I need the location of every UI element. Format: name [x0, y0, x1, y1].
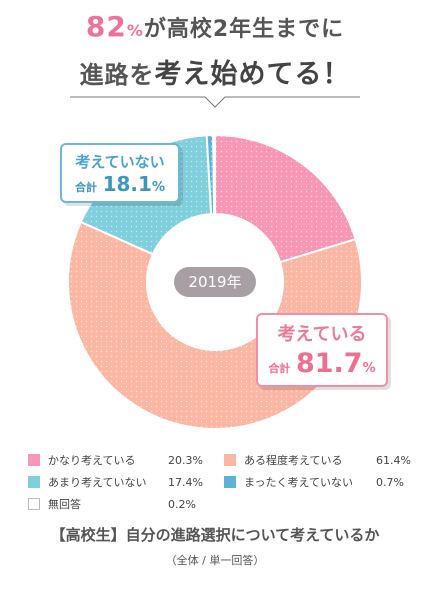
callout-thinking: 考えている 合計 81.7%	[256, 313, 388, 387]
center-year-label: 2019年	[174, 267, 256, 297]
headline-percentage: 82%	[85, 10, 144, 43]
chart-subcaption: （全体 / 単一回答）	[165, 554, 265, 567]
legend-label: かなり考えている	[48, 454, 136, 467]
legend-value: 61.4%	[376, 453, 411, 467]
legend-label: 無回答	[48, 498, 81, 511]
legend-item: ある程度考えている 61.4%	[224, 452, 411, 468]
callout-not-thinking-label: 考えていない	[75, 153, 165, 171]
headline-divider	[70, 96, 360, 108]
donut-slice-dots	[215, 135, 356, 263]
legend-swatch	[224, 454, 236, 466]
legend-item: かなり考えている 20.3%	[28, 452, 203, 468]
legend-swatch	[28, 476, 40, 488]
legend-label: ある程度考えている	[244, 454, 343, 467]
donut-slice-dots	[206, 135, 215, 215]
callout-thinking-label: 考えている	[277, 324, 367, 345]
callout-not-thinking-value: 18.1	[102, 172, 152, 196]
headline-line-1-text: が高校2年生までに	[143, 17, 345, 42]
chart-caption: 【高校生】自分の進路選択について考えているか	[50, 526, 380, 544]
headline-line-2: 進路を考え始めてる！	[0, 52, 430, 91]
legend-swatch	[28, 498, 40, 510]
callout-not-thinking: 考えていない 合計 18.1%	[60, 143, 180, 203]
headline-line-2-prefix: 進路を	[79, 61, 155, 89]
callout-thinking-total-label: 合計	[268, 362, 291, 375]
callout-not-thinking-unit: %	[151, 180, 165, 195]
legend-swatch	[224, 476, 236, 488]
legend-swatch	[28, 454, 40, 466]
callout-not-thinking-total: 合計 18.1%	[62, 172, 178, 196]
legend-value: 0.2%	[168, 497, 196, 511]
headline-line-1: 82%が高校2年生までに	[0, 10, 430, 43]
callout-thinking-unit: %	[362, 361, 376, 376]
legend-value: 0.7%	[376, 475, 404, 489]
legend-label: あまり考えていない	[48, 476, 147, 489]
legend-item: あまり考えていない 17.4%	[28, 474, 203, 490]
legend-value: 17.4%	[168, 475, 203, 489]
legend-value: 20.3%	[168, 453, 203, 467]
callout-thinking-value: 81.7	[295, 348, 363, 379]
callout-thinking-total: 合計 81.7%	[258, 348, 386, 379]
headline-line-2-emphasis: 考え始めてる！	[154, 59, 351, 90]
legend-item: 無回答 0.2%	[28, 496, 196, 512]
callout-not-thinking-total-label: 合計	[75, 181, 98, 194]
legend-label: まったく考えていない	[244, 476, 354, 489]
legend-item: まったく考えていない 0.7%	[224, 474, 404, 490]
